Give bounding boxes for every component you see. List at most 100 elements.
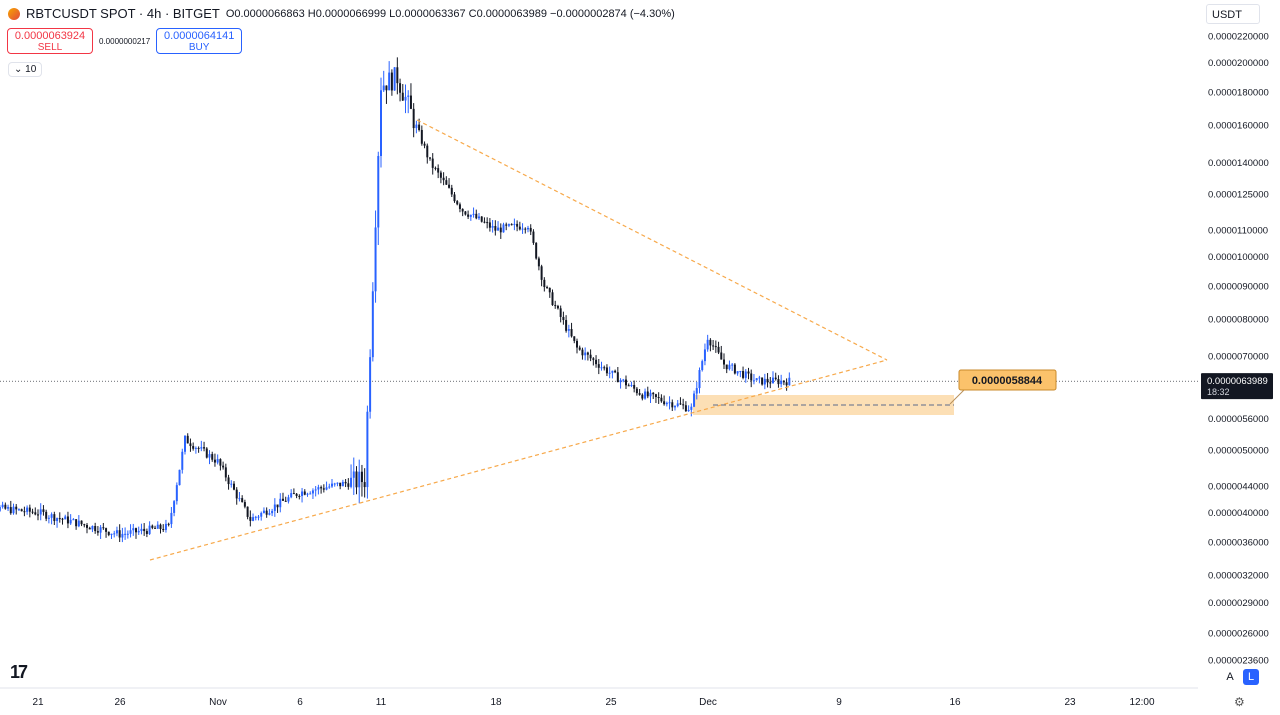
candle-body <box>268 513 271 515</box>
candle-body <box>725 364 728 370</box>
candle-body <box>366 411 369 488</box>
candle-body <box>671 402 674 408</box>
candle-body <box>58 518 61 520</box>
candle-body <box>203 447 206 449</box>
candle-body <box>311 490 314 494</box>
gear-icon[interactable]: ⚙ <box>1234 695 1245 709</box>
candle-body <box>129 530 132 534</box>
candle-body <box>145 531 148 534</box>
candle-body <box>224 467 227 478</box>
candle-body <box>320 487 323 489</box>
candle-body <box>4 504 7 509</box>
candle-body <box>37 514 39 516</box>
candle-body <box>744 371 747 378</box>
candle-body <box>777 379 780 385</box>
candle-body <box>292 493 295 495</box>
candle-body <box>676 403 679 407</box>
candle-body <box>488 222 491 228</box>
candle-body <box>431 158 434 168</box>
candle-body <box>115 530 118 534</box>
candle-body <box>630 384 633 386</box>
y-tick-label: 0.0000090000 <box>1208 281 1269 292</box>
sell-button[interactable]: 0.0000063924 SELL <box>7 28 93 54</box>
y-tick-label: 0.0000220000 <box>1208 32 1269 43</box>
candle-body <box>567 329 570 331</box>
trade-panel: 0.0000063924 SELL 0.0000000217 0.0000064… <box>7 28 243 54</box>
candle-body <box>644 391 647 399</box>
y-tick-label: 0.0000050000 <box>1208 446 1269 457</box>
x-tick-label: Nov <box>209 697 227 708</box>
candle-body <box>597 364 600 368</box>
candle-body <box>665 402 668 405</box>
candle-body <box>80 520 83 525</box>
candle-body <box>774 377 777 380</box>
candle-body <box>339 482 342 487</box>
candle-body <box>540 266 543 280</box>
candle-body <box>502 224 505 233</box>
annotation-pointer <box>949 387 967 405</box>
candle-body <box>197 447 200 449</box>
candle-body <box>763 378 766 385</box>
symbol-title[interactable]: RBTCUSDT SPOT · 4h · BITGET <box>26 6 220 21</box>
candle-body <box>769 382 772 384</box>
ohlc-values: O0.0000066863 H0.0000066999 L0.000006336… <box>225 7 675 20</box>
candle-body <box>385 85 388 91</box>
candle-body <box>445 180 448 185</box>
y-tick-label: 0.0000029000 <box>1208 598 1269 609</box>
candle-body <box>611 370 614 373</box>
candle-body <box>110 533 113 535</box>
candle-body <box>706 339 709 350</box>
x-tick-label: 12:00 <box>1129 697 1154 708</box>
candle-body <box>271 510 274 514</box>
tradingview-logo-icon[interactable]: 17 <box>10 662 28 682</box>
candle-body <box>159 524 162 530</box>
axes-layer: 0.0000220000 0.0000200000 0.0000180000 0.00… <box>32 32 1273 708</box>
annotation-box <box>958 369 1057 391</box>
candle-body <box>341 481 344 487</box>
candle-body <box>135 528 137 533</box>
candle-body <box>360 471 363 483</box>
candle-body <box>369 357 372 412</box>
candle-body <box>184 435 186 452</box>
candle-body <box>252 517 255 521</box>
candle-body <box>276 504 279 508</box>
lower-trendline <box>149 359 888 561</box>
candle-body <box>758 377 761 379</box>
candle-body <box>45 511 48 519</box>
candle-body <box>638 393 641 395</box>
sell-price: 0.0000063924 <box>14 30 86 42</box>
x-tick-label: Dec <box>699 697 717 708</box>
candle-body <box>652 392 655 395</box>
candle-body <box>507 224 510 226</box>
indicators-toggle[interactable]: ⌄ 10 <box>8 62 43 77</box>
candle-body <box>137 530 140 533</box>
log-scale-button[interactable]: L <box>1243 669 1259 685</box>
currency-select[interactable]: USDT <box>1206 4 1260 24</box>
candle-body <box>469 214 472 217</box>
candle-body <box>505 224 508 226</box>
candle-body <box>456 201 459 205</box>
candle-body <box>39 509 42 515</box>
candle-body <box>287 497 290 502</box>
x-tick-label: 9 <box>836 697 842 708</box>
candle-body <box>23 511 26 513</box>
candle-body <box>595 359 598 365</box>
current-price-badge <box>1201 373 1273 400</box>
auto-scale-button[interactable]: A <box>1226 671 1234 683</box>
candle-body <box>238 498 241 500</box>
candle-body <box>633 384 636 389</box>
candle-body <box>472 213 475 215</box>
candle-body <box>635 388 638 394</box>
trendline-layer: 0.0000058844 <box>149 119 1057 561</box>
candle-body <box>543 279 546 288</box>
buy-button[interactable]: 0.0000064141 BUY <box>156 28 243 54</box>
candle-body <box>486 222 489 224</box>
candle-body <box>154 527 157 529</box>
candle-body <box>464 211 467 215</box>
candle-body <box>363 482 366 488</box>
candle-body <box>608 372 611 374</box>
candle-body <box>554 305 557 307</box>
candle-body <box>731 364 734 366</box>
candle-body <box>156 524 159 529</box>
